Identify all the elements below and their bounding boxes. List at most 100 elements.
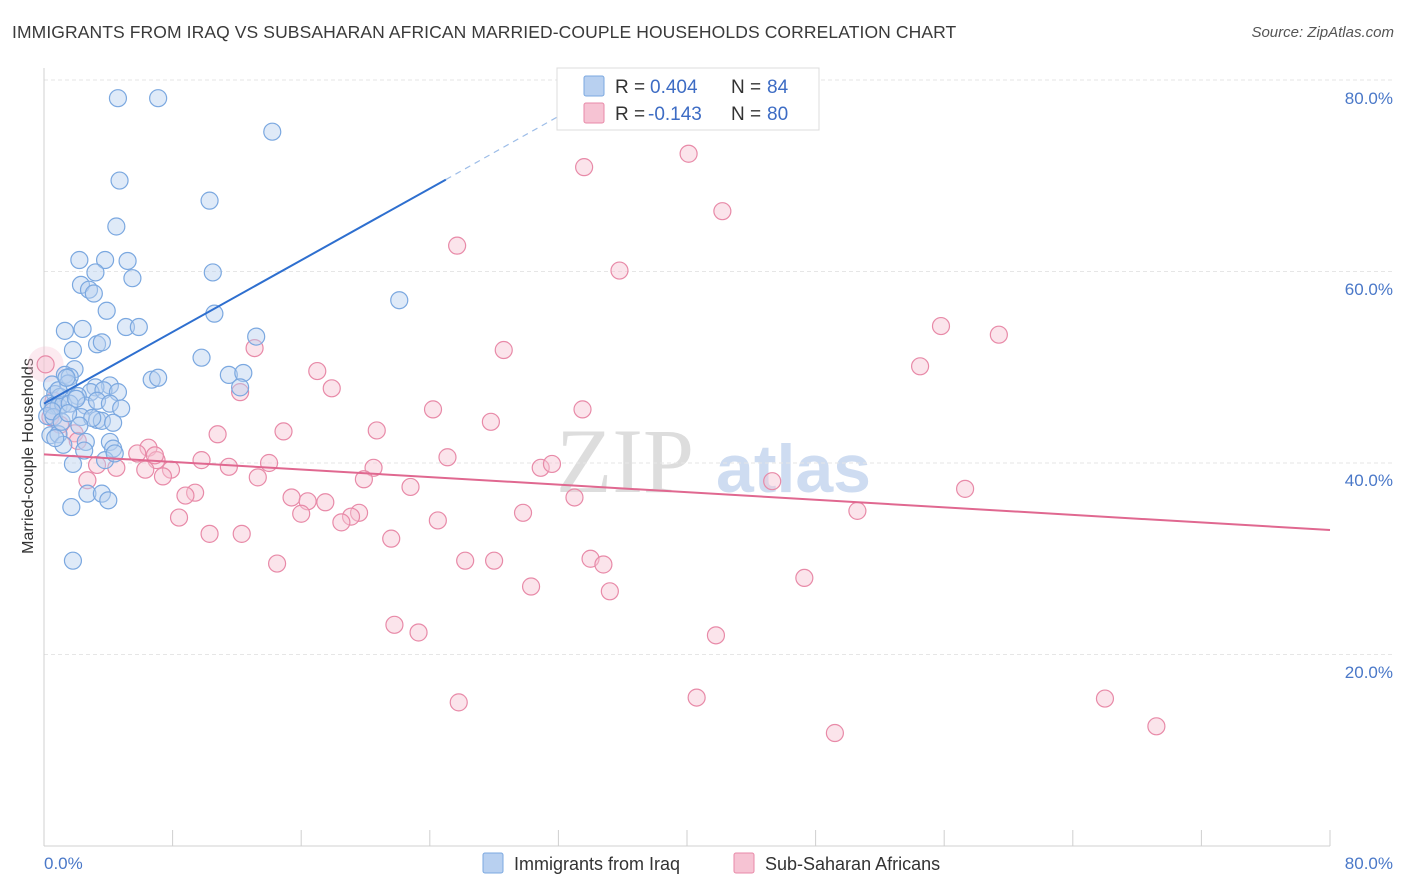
immigrants-from-iraq-point [86,263,105,282]
legend-blue-r-label: R = [615,77,645,98]
sub-saharan-africans-point [169,508,189,527]
legend-blue-r-value: 0.404 [650,77,698,98]
immigrants-from-iraq-point [70,416,89,435]
y-tick-label-80: 80.0% [1345,89,1393,108]
immigrants-from-iraq-point [129,317,148,337]
immigrants-from-iraq-point [92,484,111,503]
immigrants-from-iraq-point [100,394,120,413]
sub-saharan-africans-point [481,412,500,431]
immigrants-from-iraq-point [234,363,253,383]
sub-saharan-africans-point [282,488,301,507]
sub-saharan-africans-point [565,488,584,507]
sub-saharan-africans-point [267,554,287,573]
x-tick-marks [43,830,1331,846]
watermark-atlas: atlas [716,431,871,507]
immigrants-from-iraq-point [57,368,76,387]
sub-saharan-africans-point [955,479,975,498]
immigrants-from-iraq-point [112,399,131,418]
immigrants-from-iraq-point [67,389,86,408]
trend-line-extension-immigrants-from-iraq [445,115,559,181]
sub-saharan-africans-point [687,688,706,707]
immigrants-from-iraq-point [92,333,111,352]
sub-saharan-africans-point [128,444,147,463]
immigrants-from-iraq-point [104,413,123,432]
y-tick-label-60: 60.0% [1345,280,1393,299]
immigrants-from-iraq-point [70,250,89,270]
watermark: ZIP atlas [556,410,871,512]
sub-saharan-africans-point [423,400,443,419]
sub-saharan-africans-point [521,577,541,596]
x-tick-label-80: 80.0% [1345,854,1393,873]
sub-saharan-africans-point [145,446,165,465]
sub-saharan-africans-point [248,468,267,487]
immigrants-from-iraq-point [200,191,219,210]
immigrants-from-iraq-point [149,89,168,108]
immigrants-from-iraq-point [63,340,83,360]
sub-saharan-africans-point [409,623,428,642]
sub-saharan-africans-point [448,236,467,255]
immigrants-from-iraq-point [63,454,83,474]
series-legend: Immigrants from Iraq Sub-Saharan African… [482,852,940,874]
chart-title: IMMIGRANTS FROM IRAQ VS SUBSAHARAN AFRIC… [12,22,957,42]
immigrants-from-iraq-point [390,291,409,310]
legend-blue-n-label: N = [731,77,761,98]
sub-saharan-africans-point [542,454,562,474]
sub-saharan-africans-point [706,626,726,645]
immigrants-from-iraq-point [203,263,222,282]
sub-saharan-africans-point [322,379,341,398]
legend-swatch-blue [583,75,605,97]
y-tick-label-20: 20.0% [1345,663,1393,682]
sub-saharan-africans-point [449,693,468,712]
sub-saharan-africans-point [713,202,732,221]
bottom-legend-pink-label: Sub-Saharan Africans [765,854,940,874]
sub-saharan-africans-point [573,400,592,419]
immigrants-from-iraq-point [95,250,115,270]
watermark-zip: ZIP [556,410,694,512]
immigrants-from-iraq-point [247,327,266,346]
sub-saharan-africans-point [600,582,619,601]
sub-saharan-africans-point [382,529,401,548]
immigrants-from-iraq-point [62,497,81,517]
immigrants-from-iraq-point [231,378,250,397]
immigrants-from-iraq-point [149,368,168,387]
sub-saharan-africans-point [848,501,867,520]
bottom-legend-swatch-pink [733,852,755,874]
trend-line-immigrants-from-iraq [43,178,447,405]
immigrants-from-iraq-point [78,484,97,503]
sub-saharan-africans-point [332,513,351,532]
sub-saharan-africans-point [825,723,844,743]
immigrants-from-iraq-point [110,171,129,190]
sub-saharan-africans-point [989,325,1008,344]
immigrants-from-iraq-point [95,451,115,470]
y-axis-title: Married-couple Households [20,358,37,554]
sub-saharan-africans-point [153,467,173,486]
sub-saharan-africans-point [231,383,250,402]
sub-saharan-africans-point [438,448,457,467]
sub-saharan-africans-point [1147,717,1166,736]
sub-saharan-africans-aggregate-point [27,346,64,383]
correlation-legend: R = 0.404 N = 84 R = -0.143 N = 80 [556,67,820,131]
sub-saharan-africans-point [456,551,475,570]
immigrants-from-iraq-point [108,89,128,108]
immigrants-from-iraq-point [99,491,118,510]
sub-saharan-africans-point [219,457,238,476]
sub-saharan-africans-point [232,524,251,543]
immigrants-from-iraq-point [116,317,136,337]
sub-saharan-africans-point [679,144,698,163]
immigrants-from-iraq-point [63,551,83,570]
sub-saharan-africans-point [795,568,814,588]
series-immigrants-from-iraq [38,89,409,570]
sub-saharan-africans-point [575,158,594,177]
immigrants-from-iraq-point [219,365,238,385]
sub-saharan-africans-point [910,357,930,376]
sub-saharan-africans-point [931,316,951,336]
legend-blue-n-value: 84 [767,77,789,98]
bottom-legend-swatch-blue [482,852,504,874]
sub-saharan-africans-point [401,477,420,497]
sub-saharan-africans-point [610,261,629,280]
sub-saharan-africans-point [531,458,550,477]
sub-saharan-africans-point [513,503,533,522]
x-tick-label-0: 0.0% [44,854,83,873]
immigrants-from-iraq-point [55,321,74,340]
sub-saharan-africans-point [316,493,335,512]
